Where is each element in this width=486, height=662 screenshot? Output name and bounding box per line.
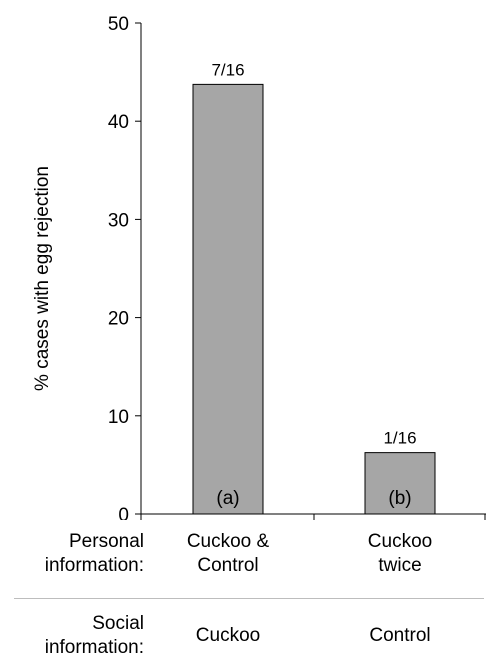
personal-value-group-1: Cuckoo & Control (186, 531, 270, 576)
bar-data-label-2: 1/16 (383, 429, 416, 448)
bar-2 (364, 452, 436, 515)
y-tick-label-3: 30 (108, 210, 129, 231)
y-axis-label: % cases with egg rejection (32, 166, 53, 391)
y-tick-label-5: 50 (108, 14, 129, 35)
bar-group-letter-2: (b) (388, 488, 411, 509)
social-value-group-1: Cuckoo (195, 625, 261, 646)
personal-value-group-2: Cuckoo twice (367, 531, 433, 576)
bar-group-letter-1: (a) (216, 488, 239, 509)
bar-chart: 0 10 20 30 40 50 % cases with egg rejection 7/1… (32, 14, 486, 520)
y-tick-label-1: 10 (108, 407, 129, 428)
bar-1 (192, 83, 264, 515)
bar-data-label-1: 7/16 (211, 60, 244, 79)
y-tick-label-2: 20 (108, 309, 129, 330)
social-information-label: Social information: (44, 613, 144, 658)
personal-information-label: Personal information: (44, 531, 144, 576)
y-tick-label-0: 0 (118, 505, 129, 520)
y-tick-label-4: 40 (108, 112, 129, 133)
table-divider (14, 598, 484, 599)
social-value-group-2: Control (369, 625, 431, 646)
